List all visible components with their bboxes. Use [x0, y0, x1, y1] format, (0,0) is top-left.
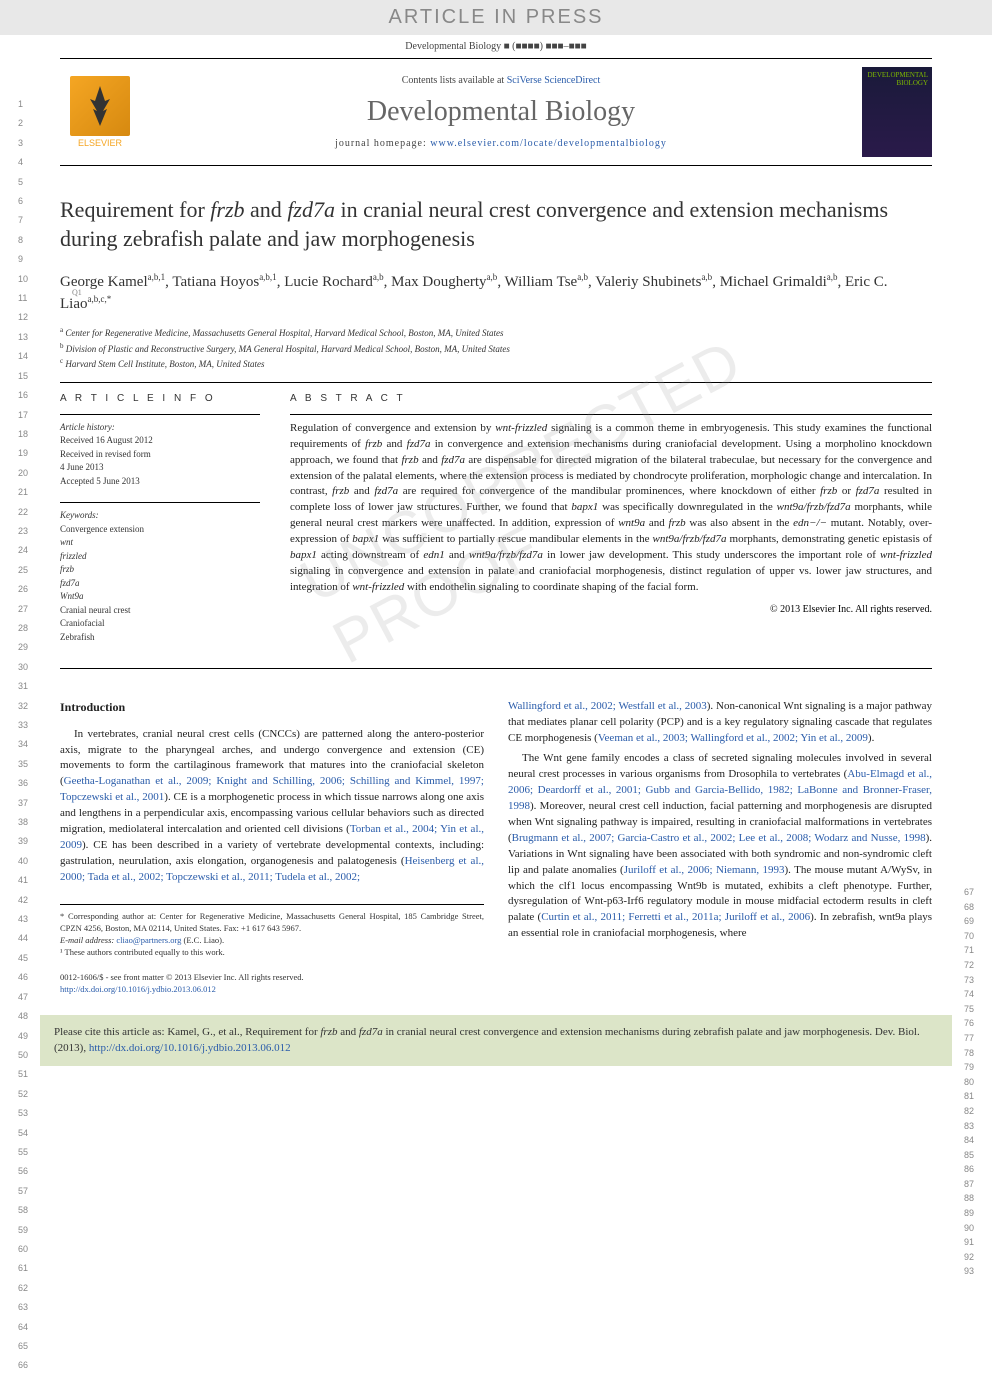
citation-link[interactable]: Veeman et al., 2003; Wallingford et al.,… — [598, 732, 868, 744]
divider — [60, 382, 932, 383]
author: Lucie Rocharda,b, — [284, 274, 391, 290]
revised-date: 4 June 2013 — [60, 461, 260, 475]
keyword: Craniofacial — [60, 617, 260, 631]
affiliation: b Division of Plastic and Reconstructive… — [60, 341, 932, 357]
accepted-date: Accepted 5 June 2013 — [60, 475, 260, 489]
equal-contribution: ¹ These authors contributed equally to t… — [60, 947, 484, 959]
email-link[interactable]: cliao@partners.org — [116, 935, 181, 945]
line-numbers-left: 1234567891011121314151617181920212223242… — [18, 95, 28, 1376]
keyword: Wnt9a — [60, 590, 260, 604]
cite-doi-link[interactable]: http://dx.doi.org/10.1016/j.ydbio.2013.0… — [89, 1042, 291, 1054]
title-text: and — [245, 197, 288, 222]
corresponding-author: * Corresponding author at: Center for Re… — [60, 911, 484, 935]
doi-link[interactable]: http://dx.doi.org/10.1016/j.ydbio.2013.0… — [60, 984, 216, 994]
email-suffix: (E.C. Liao). — [181, 935, 224, 945]
cite-text: and — [337, 1026, 358, 1038]
keywords-label: Keywords: — [60, 509, 260, 523]
elsevier-tree-icon — [70, 76, 130, 136]
divider — [60, 668, 932, 669]
author: Valeriy Shubinetsa,b, — [595, 274, 720, 290]
journal-cover-thumbnail: DEVELOPMENTAL BIOLOGY — [862, 67, 932, 157]
citation-box: Please cite this article as: Kamel, G., … — [40, 1015, 952, 1066]
affiliation: a Center for Regenerative Medicine, Mass… — [60, 325, 932, 341]
copyright: © 2013 Elsevier Inc. All rights reserved… — [290, 604, 932, 615]
body-text: Introduction In vertebrates, cranial neu… — [60, 699, 932, 995]
keyword: fzd7a — [60, 577, 260, 591]
author: William Tsea,b, — [505, 274, 596, 290]
journal-name: Developmental Biology — [140, 96, 862, 128]
cite-gene-1: frzb — [320, 1026, 337, 1038]
affiliations: a Center for Regenerative Medicine, Mass… — [60, 325, 932, 372]
article-info-head: A R T I C L E I N F O — [60, 393, 260, 404]
citation-link[interactable]: Juriloff et al., 2006; Niemann, 1993 — [624, 864, 785, 876]
column-left: Introduction In vertebrates, cranial neu… — [60, 699, 484, 995]
email-line: E-mail address: cliao@partners.org (E.C.… — [60, 935, 484, 947]
line-numbers-right: 6768697071727374757677787980818283848586… — [964, 885, 974, 1279]
citation-link[interactable]: Wallingford et al., 2002; Westfall et al… — [508, 700, 707, 712]
article-info-sidebar: A R T I C L E I N F O Article history: R… — [60, 393, 260, 659]
front-matter: 0012-1606/$ - see front matter © 2013 El… — [60, 971, 484, 983]
author: Max Doughertya,b, — [391, 274, 504, 290]
history-label: Article history: — [60, 421, 260, 435]
article-in-press-banner: ARTICLE IN PRESS — [0, 0, 992, 35]
title-text: Requirement for — [60, 197, 210, 222]
homepage-line: journal homepage: www.elsevier.com/locat… — [140, 138, 862, 149]
homepage-link[interactable]: www.elsevier.com/locate/developmentalbio… — [430, 138, 667, 149]
article-history: Article history: Received 16 August 2012… — [60, 414, 260, 489]
affiliation: c Harvard Stem Cell Institute, Boston, M… — [60, 356, 932, 372]
abstract-head: A B S T R A C T — [290, 393, 932, 404]
keyword: frizzled — [60, 550, 260, 564]
revised-label: Received in revised form — [60, 448, 260, 462]
received-date: Received 16 August 2012 — [60, 434, 260, 448]
title-gene-2: fzd7a — [287, 197, 335, 222]
sciencedirect-link[interactable]: SciVerse ScienceDirect — [507, 75, 601, 86]
keyword: Convergence extension — [60, 523, 260, 537]
keyword: Zebrafish — [60, 631, 260, 645]
keywords-block: Keywords: Convergence extensionwntfrizzl… — [60, 502, 260, 644]
cite-text: Please cite this article as: Kamel, G., … — [54, 1026, 320, 1038]
abstract-section: A B S T R A C T Regulation of convergenc… — [290, 393, 932, 659]
article-title: Requirement for frzb and fzd7a in crania… — [60, 196, 932, 253]
column-right: Wallingford et al., 2002; Westfall et al… — [508, 699, 932, 995]
intro-paragraph-1: In vertebrates, cranial neural crest cel… — [60, 727, 484, 886]
homepage-prefix: journal homepage: — [335, 138, 430, 149]
author: Tatiana Hoyosa,b,1, — [172, 274, 284, 290]
keyword: Cranial neural crest — [60, 604, 260, 618]
journal-reference: Developmental Biology ■ (■■■■) ■■■–■■■ — [0, 35, 992, 58]
elsevier-logo: ELSEVIER — [60, 67, 140, 157]
citation-link[interactable]: Brugmann et al., 2007; Garcia-Castro et … — [512, 832, 926, 844]
introduction-head: Introduction — [60, 699, 484, 716]
keyword: frzb — [60, 563, 260, 577]
title-gene-1: frzb — [210, 197, 244, 222]
author: Michael Grimaldia,b, — [720, 274, 845, 290]
contents-line: Contents lists available at SciVerse Sci… — [140, 75, 862, 86]
footnotes: * Corresponding author at: Center for Re… — [60, 904, 484, 959]
intro-paragraph-2: The Wnt gene family encodes a class of s… — [508, 751, 932, 942]
elsevier-label: ELSEVIER — [78, 138, 122, 148]
citation-link[interactable]: Curtin et al., 2011; Ferretti et al., 20… — [541, 911, 810, 923]
intro-paragraph-1-cont: Wallingford et al., 2002; Westfall et al… — [508, 699, 932, 747]
contents-prefix: Contents lists available at — [402, 75, 507, 86]
abstract-text: Regulation of convergence and extension … — [290, 414, 932, 596]
journal-header: ELSEVIER Contents lists available at Sci… — [60, 58, 932, 166]
keyword: wnt — [60, 536, 260, 550]
authors-list: Q1 George Kamela,b,1, Tatiana Hoyosa,b,1… — [60, 271, 932, 315]
doi-block: 0012-1606/$ - see front matter © 2013 El… — [60, 971, 484, 996]
cite-gene-2: fzd7a — [359, 1026, 383, 1038]
email-label: E-mail address: — [60, 935, 116, 945]
query-marker: Q1 — [72, 287, 82, 298]
